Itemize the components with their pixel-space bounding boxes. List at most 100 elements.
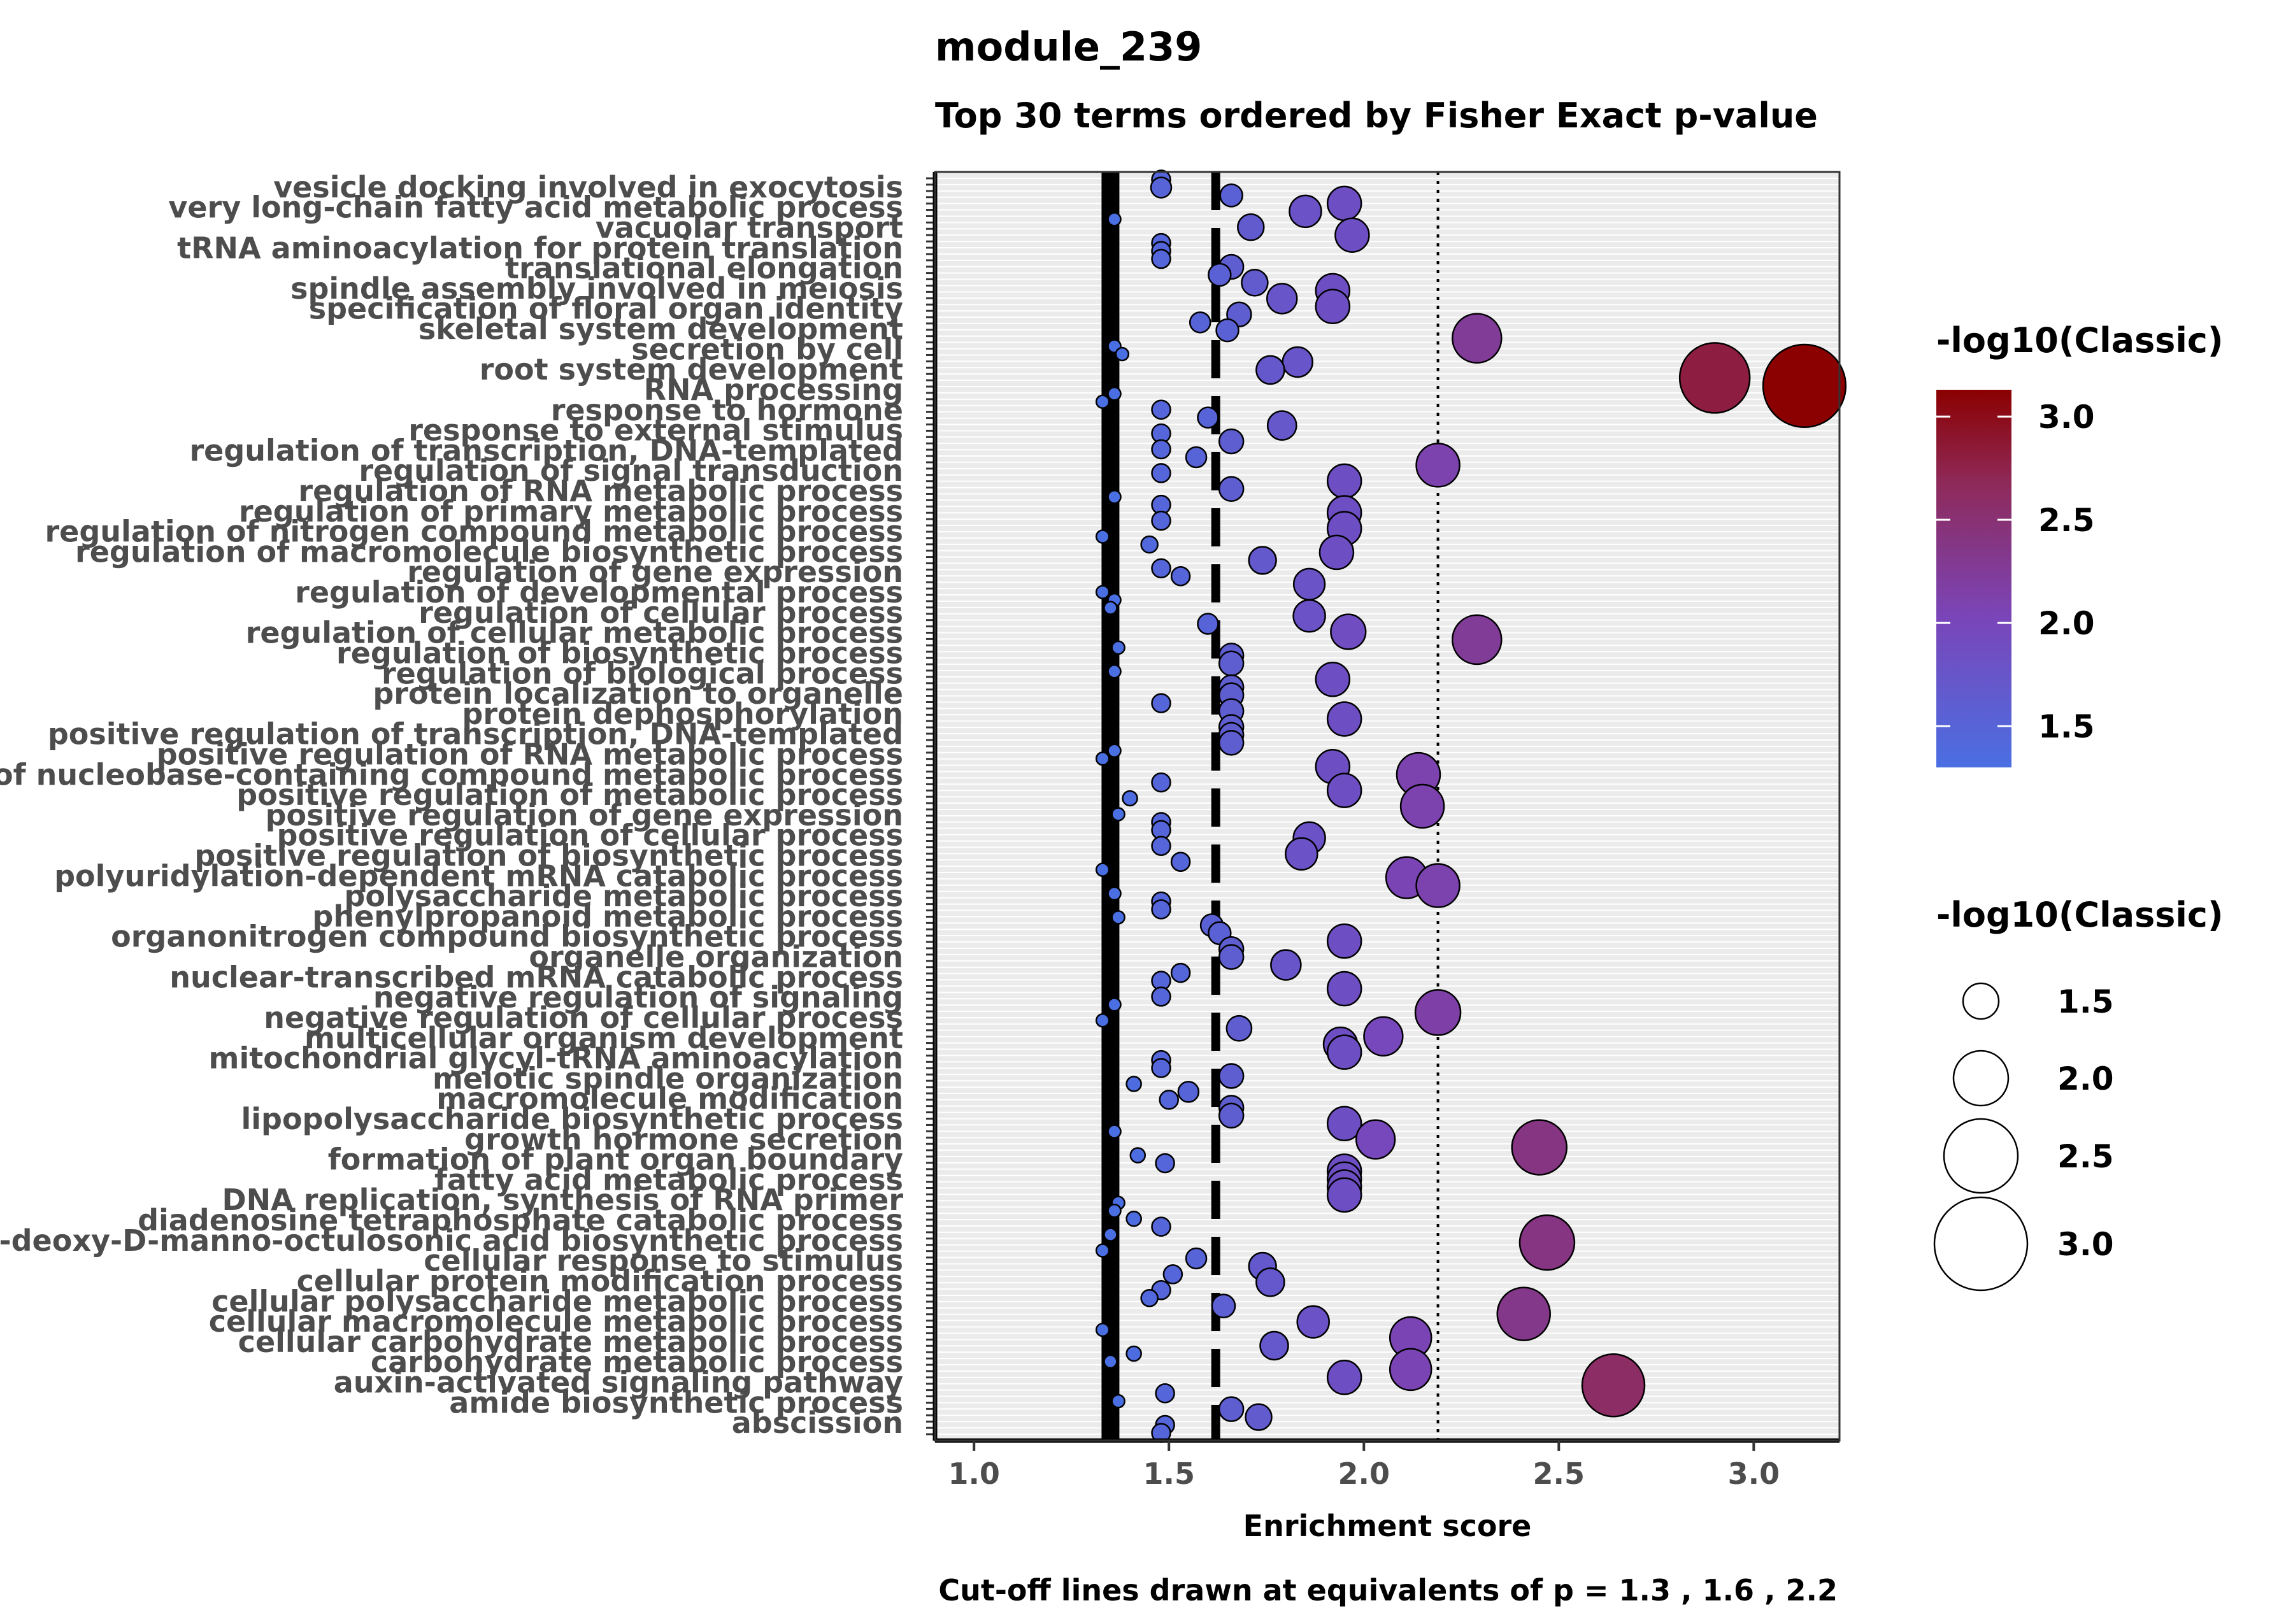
term-label: organonitrogen compound biosynthetic pro… [111,920,903,954]
data-point [1151,399,1171,420]
color-legend: -log10(Classic) 1.5 2.0 2.5 3.0 [1936,320,2224,767]
data-point [1150,176,1173,199]
data-point [1315,661,1351,697]
term-label: regulation of signal transduction [359,453,903,488]
data-point [1518,1214,1576,1271]
data-point [1107,743,1122,759]
data-point [1111,1393,1125,1409]
term-label: amide biosynthetic process [449,1385,903,1420]
data-point [1151,987,1171,1007]
data-point [1107,489,1122,504]
data-point [1218,730,1245,756]
data-point [1111,910,1125,925]
size-legend: -log10(Classic) 1.5 2.0 2.5 3.0 [1933,895,2224,1292]
data-point [1296,1305,1330,1339]
data-point [1197,406,1219,429]
data-point [1326,185,1362,222]
x-tick-label: 2.5 [1533,1457,1585,1491]
term-label: root system development [480,352,903,387]
data-point [1140,1289,1159,1307]
term-label: translational elongation [505,251,903,285]
data-point [1189,311,1211,334]
size-legend-label: 2.5 [2057,1138,2114,1175]
data-point [1218,1102,1245,1129]
data-point [1095,1013,1110,1028]
data-point [1095,862,1110,877]
term-label: response to external stimulus [408,413,903,448]
term-label: lipopolysaccharide biosynthetic process [241,1102,903,1136]
data-point [1125,1210,1142,1227]
data-point [1095,529,1110,544]
data-point [1170,962,1191,983]
term-label: vesicle docking involved in exocytosis [273,170,903,204]
data-point [1389,1348,1432,1392]
term-label: polyuridylation-dependent mRNA catabolic… [54,858,903,893]
data-point [1103,1227,1118,1242]
term-label: regulation of developmental process [295,575,903,609]
data-point [1363,1016,1404,1057]
data-point [1107,886,1122,901]
data-point [1581,1353,1646,1418]
term-label: tRNA aminoacylation for protein translat… [177,231,903,265]
data-point [1237,213,1265,241]
term-label: diadenosine tetraphosphate catabolic pro… [138,1203,903,1237]
data-point [1151,463,1171,483]
size-legend-circle [1933,1196,2029,1292]
term-label: regulation of biosynthetic process [336,636,903,670]
data-point [1103,1354,1118,1369]
data-point [1095,1243,1110,1258]
data-point [1255,1267,1285,1297]
data-point [1399,783,1445,829]
term-label: carbohydrate metabolic process [371,1345,903,1379]
data-point [1107,664,1122,679]
x-tick-label: 3.0 [1728,1457,1780,1491]
data-point [1177,1081,1200,1103]
data-point [1414,989,1462,1036]
data-point [1762,343,1847,428]
term-label: positive regulation of gene expression [266,798,903,832]
data-point [1282,346,1313,378]
term-labels: vesicle docking involved in exocytosisve… [0,170,903,1440]
term-label: cellular response to stimulus [424,1244,903,1278]
data-point [1415,863,1461,908]
term-label: organelle organization [529,940,903,974]
data-point [1151,558,1171,579]
row-gridlines [935,178,1839,1435]
data-point [1151,248,1171,269]
data-point [1511,1119,1568,1176]
term-label: multicellular organism development [304,1021,903,1055]
data-points [1095,169,1847,1443]
data-point [1330,613,1367,650]
term-label: positive regulation of biosynthetic proc… [194,839,903,873]
data-point [1170,851,1191,872]
size-legend-circle [1943,1118,2019,1194]
data-point [1151,836,1171,857]
term-label: positive regulation of cellular process [277,818,903,853]
term-label: spindle assembly involved in meiosis [290,271,903,306]
data-point [1151,1058,1171,1078]
term-label: RNA processing [644,373,903,407]
term-label: cellular polysaccharide metabolic proces… [211,1284,903,1318]
size-legend-items: 1.5 2.0 2.5 3.0 [1933,982,2114,1292]
data-point [1129,1147,1146,1164]
color-legend-tick-label: 1.5 [2038,708,2095,745]
data-point [1326,701,1362,737]
data-point [1225,1015,1253,1042]
term-label: regulation of biological process [382,656,903,690]
data-point [1218,476,1245,502]
term-label: regulation of RNA metabolic process [298,474,903,508]
data-point [1318,534,1355,571]
data-point [1162,1264,1183,1285]
term-label: fatty acid metabolic process [434,1162,903,1197]
term-label: regulation of macromolecule biosynthetic… [75,534,903,569]
data-point [1111,807,1125,822]
color-legend-tick-label: 2.0 [2038,605,2095,642]
data-point [1151,693,1171,713]
color-legend-ticks: 1.5 2.0 2.5 3.0 [1936,399,2095,745]
data-point [1292,567,1326,601]
plot-border [934,171,1841,1442]
data-point [1159,1090,1179,1110]
chart-subtitle: Top 30 terms ordered by Fisher Exact p-v… [935,96,1818,136]
data-point [1185,446,1208,469]
